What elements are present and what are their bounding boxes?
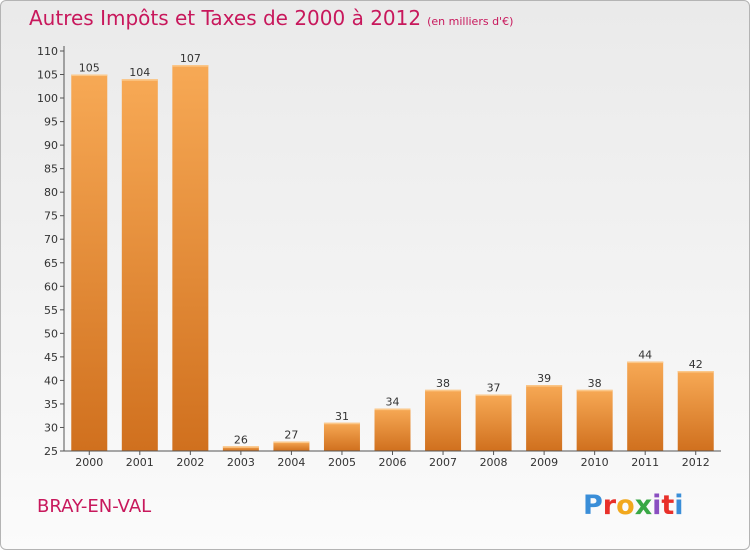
bar-2006 bbox=[374, 408, 411, 451]
value-label: 26 bbox=[234, 433, 248, 446]
bars-group: 105 104 107 26 27 31 34 38 37 39 38 44 42 bbox=[71, 52, 714, 451]
bar-highlight bbox=[677, 371, 714, 373]
axes-group: 25 30 35 40 45 50 55 60 65 70 75 80 85 90 95 100 105 110 2… bbox=[37, 45, 721, 469]
value-label: 38 bbox=[436, 377, 450, 390]
logo-letter: t bbox=[661, 490, 675, 521]
bar-highlight bbox=[627, 361, 664, 364]
y-tick-label: 80 bbox=[44, 186, 58, 199]
value-label: 37 bbox=[487, 382, 501, 395]
bar-highlight bbox=[425, 389, 462, 392]
x-tick-label: 2010 bbox=[581, 456, 609, 469]
bar-2007 bbox=[425, 389, 462, 451]
proxiti-logo: Proxiti bbox=[583, 490, 684, 521]
x-tick-label: 2012 bbox=[682, 456, 710, 469]
bar-2008 bbox=[475, 394, 512, 451]
bar-highlight bbox=[222, 446, 259, 448]
bar-highlight bbox=[526, 385, 563, 387]
value-label: 31 bbox=[335, 410, 349, 423]
x-tick-label: 2000 bbox=[75, 456, 103, 469]
bar-highlight bbox=[172, 65, 209, 67]
value-label: 38 bbox=[588, 377, 602, 390]
bar-highlight bbox=[273, 441, 310, 444]
logo-letter: r bbox=[602, 490, 617, 521]
value-label: 104 bbox=[129, 66, 150, 79]
bar-2004 bbox=[273, 441, 310, 451]
bar-2001 bbox=[121, 79, 158, 451]
x-tick-label: 2004 bbox=[277, 456, 305, 469]
commune-name: BRAY-EN-VAL bbox=[37, 496, 152, 517]
bar-2011 bbox=[627, 361, 664, 451]
bar-highlight bbox=[323, 422, 360, 425]
value-label: 107 bbox=[180, 52, 201, 65]
bar-2005 bbox=[323, 422, 360, 451]
bar-highlight bbox=[475, 394, 512, 397]
y-tick-label: 35 bbox=[44, 398, 58, 411]
title-text: Autres Impôts et Taxes de 2000 à 2012 bbox=[29, 6, 422, 30]
logo-letter: o bbox=[616, 490, 635, 521]
bar-highlight bbox=[576, 389, 613, 392]
y-tick-label: 50 bbox=[44, 327, 58, 340]
bar-2002 bbox=[172, 65, 209, 451]
bar-highlight bbox=[374, 408, 411, 411]
y-tick-label: 85 bbox=[44, 163, 58, 176]
bar-highlight bbox=[121, 79, 158, 81]
y-tick-label: 30 bbox=[44, 421, 58, 434]
x-tick-label: 2005 bbox=[328, 456, 356, 469]
x-tick-label: 2006 bbox=[379, 456, 407, 469]
y-tick-label: 65 bbox=[44, 257, 58, 270]
value-label: 105 bbox=[79, 62, 100, 75]
value-label: 27 bbox=[284, 429, 298, 442]
bar-2009 bbox=[526, 385, 563, 451]
x-tick-label: 2008 bbox=[480, 456, 508, 469]
value-label: 42 bbox=[689, 358, 703, 371]
logo-letter: i bbox=[652, 490, 662, 521]
x-tick-label: 2001 bbox=[126, 456, 154, 469]
logo-letter: P bbox=[583, 490, 603, 521]
bar-2000 bbox=[71, 74, 108, 451]
y-tick-label: 70 bbox=[44, 233, 58, 246]
x-tick-label: 2011 bbox=[631, 456, 659, 469]
y-tick-label: 95 bbox=[44, 116, 58, 129]
x-tick-label: 2007 bbox=[429, 456, 457, 469]
value-label: 44 bbox=[638, 349, 652, 362]
y-tick-label: 75 bbox=[44, 210, 58, 223]
x-tick-label: 2002 bbox=[176, 456, 204, 469]
y-tick-label: 45 bbox=[44, 351, 58, 364]
y-tick-label: 110 bbox=[37, 45, 58, 58]
title-unit: (en milliers d'€) bbox=[427, 15, 514, 28]
y-tick-label: 90 bbox=[44, 139, 58, 152]
y-tick-label: 55 bbox=[44, 304, 58, 317]
y-tick-label: 40 bbox=[44, 374, 58, 387]
bar-2010 bbox=[576, 389, 613, 451]
bar-highlight bbox=[71, 74, 108, 77]
x-tick-label: 2003 bbox=[227, 456, 255, 469]
logo-letter: x bbox=[634, 490, 653, 521]
y-tick-label: 25 bbox=[44, 445, 58, 458]
y-tick-label: 105 bbox=[37, 69, 58, 82]
y-tick-label: 100 bbox=[37, 92, 58, 105]
value-label: 39 bbox=[537, 372, 551, 385]
value-label: 34 bbox=[386, 396, 400, 409]
chart-title: Autres Impôts et Taxes de 2000 à 2012 (en… bbox=[29, 6, 513, 30]
bar-2012 bbox=[677, 371, 714, 451]
x-tick-label: 2009 bbox=[530, 456, 558, 469]
logo-letter: i bbox=[674, 490, 684, 521]
bar-2003 bbox=[222, 446, 259, 451]
y-tick-label: 60 bbox=[44, 280, 58, 293]
